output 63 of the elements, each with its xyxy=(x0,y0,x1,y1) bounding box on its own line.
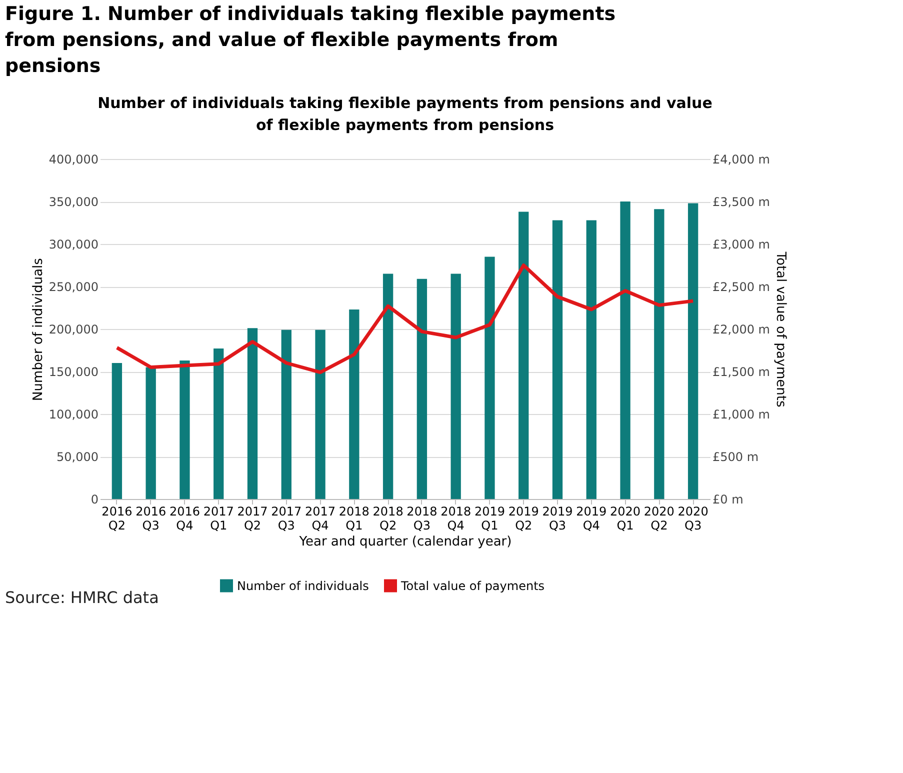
y-tick-label: 400,000 xyxy=(48,152,98,166)
bar xyxy=(214,348,224,499)
x-tick-label: 2017 Q1 xyxy=(203,504,234,532)
y2-tick-label: £3,500 m xyxy=(712,195,770,209)
x-tick-label: 2018 Q3 xyxy=(406,504,438,532)
x-tick-label: 2017 Q4 xyxy=(305,504,336,532)
y-tick-label: 300,000 xyxy=(48,238,98,252)
bar xyxy=(281,330,292,499)
x-tick-label: 2016 Q2 xyxy=(102,504,132,532)
y-tick-label: 350,000 xyxy=(48,195,98,209)
y2-axis-title: Total value of payments xyxy=(772,250,788,408)
x-tick-label: 2020 Q2 xyxy=(644,504,674,532)
bar xyxy=(247,328,258,499)
bar xyxy=(484,256,495,499)
legend-label: Number of individuals xyxy=(237,578,369,593)
bar xyxy=(315,330,326,499)
bar xyxy=(518,212,529,499)
chart-title: Figure 1. Number of individuals taking flexible payments from pensions, and value of flexible payments from pensions xyxy=(5,3,616,77)
bar xyxy=(688,203,698,499)
bar xyxy=(112,363,122,499)
x-tick-label: 2018 Q1 xyxy=(338,504,370,532)
y2-tick-label: £2,500 m xyxy=(712,280,770,294)
x-tick-label: 2019 Q3 xyxy=(542,504,573,532)
y2-tick-label: £2,000 m xyxy=(712,322,770,336)
y-tick-label: 250,000 xyxy=(48,280,98,294)
x-tick-label: 2020 Q1 xyxy=(610,504,641,532)
bar xyxy=(146,367,156,499)
x-tick-label: 2020 Q3 xyxy=(678,504,708,532)
x-tick-label: 2018 Q4 xyxy=(440,504,472,532)
x-tick-label: 2019 Q1 xyxy=(474,504,505,532)
y2-tick-label: £1,500 m xyxy=(712,365,770,379)
x-tick-label: 2016 Q4 xyxy=(169,504,200,532)
y-tick-label: 150,000 xyxy=(48,365,98,379)
y2-tick-label: £500 m xyxy=(712,450,759,464)
y-tick-label: 50,000 xyxy=(56,450,98,464)
y2-tick-label: £0 m xyxy=(712,492,744,506)
chart-subtitle: Number of individuals taking flexible payments from pensions and value of flexible payments from pensions xyxy=(98,94,712,134)
x-tick-label: 2019 Q2 xyxy=(508,504,539,532)
x-tick-label: 2019 Q4 xyxy=(576,504,607,532)
x-tick-label: 2017 Q2 xyxy=(237,504,268,532)
bar xyxy=(416,278,428,499)
y-tick-label: 200,000 xyxy=(48,322,98,336)
y-tick-label: 0 xyxy=(90,492,98,506)
y2-tick-label: £1,000 m xyxy=(712,408,770,422)
y2-tick-label: £4,000 m xyxy=(712,152,770,166)
source-note: Source: HMRC data xyxy=(5,588,159,607)
bar xyxy=(620,202,630,499)
y-axis-title: Number of individuals xyxy=(30,258,46,401)
line-series xyxy=(115,264,695,374)
y2-tick-label: £3,000 m xyxy=(712,238,770,252)
bar xyxy=(382,274,394,499)
x-tick-label: 2017 Q3 xyxy=(271,504,302,532)
legend-label: Total value of payments xyxy=(400,578,545,593)
x-axis-title: Year and quarter (calendar year) xyxy=(298,534,512,550)
x-tick-label: 2016 Q3 xyxy=(136,504,166,532)
bar xyxy=(450,274,461,499)
bar xyxy=(552,220,563,499)
bar xyxy=(586,220,596,499)
x-tick-label: 2018 Q2 xyxy=(372,504,404,532)
y-tick-label: 100,000 xyxy=(48,408,98,422)
bar xyxy=(349,309,360,499)
bar xyxy=(180,360,190,499)
bar xyxy=(654,209,664,499)
